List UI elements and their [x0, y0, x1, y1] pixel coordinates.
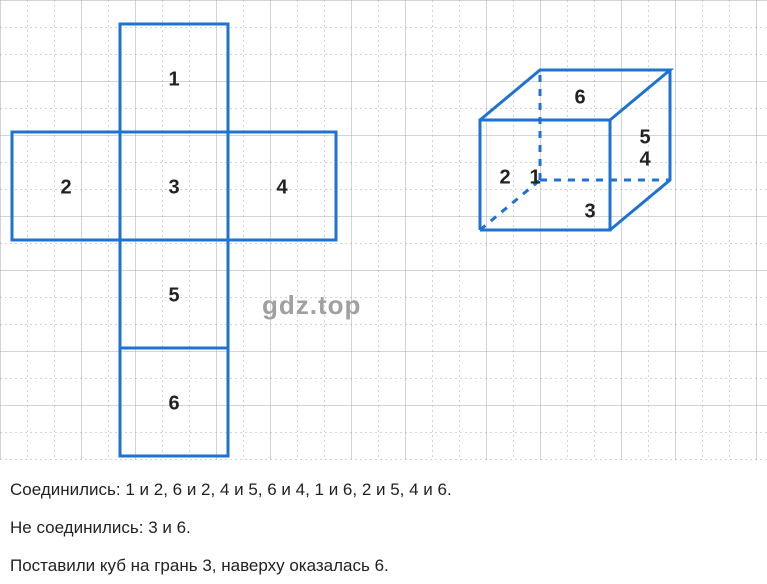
line2-prefix: Не соединились: [10, 518, 148, 537]
text-line-3: Поставили куб на грань 3, наверху оказал… [10, 554, 389, 578]
line3-end: 6. [375, 556, 389, 575]
cube-label-inner: 5 [639, 126, 650, 148]
line3-mid: 3 [202, 556, 211, 575]
net-label-4: 4 [276, 176, 288, 198]
net-label-5: 5 [168, 284, 179, 306]
cube-label-center: 1 [529, 166, 540, 188]
line2-values: 3 и 6. [148, 518, 191, 537]
line1-values: 1 и 2, 6 и 2, 4 и 5, 6 и 4, 1 и 6, 2 и 5… [125, 480, 451, 499]
watermark-text: gdz.top [262, 290, 361, 321]
cube-label-left: 2 [499, 166, 510, 188]
text-line-2: Не соединились: 3 и 6. [10, 516, 191, 540]
line3-suffix: , наверху оказалась [212, 556, 375, 575]
net-label-2: 2 [60, 176, 71, 198]
cube-label-top: 6 [574, 86, 585, 108]
cube-3d: 6 2 1 4 5 3 [440, 50, 700, 280]
net-label-6: 6 [168, 392, 179, 414]
cube-label-right: 4 [639, 148, 651, 170]
net-label-3: 3 [168, 176, 179, 198]
line1-prefix: Соединились: [10, 480, 125, 499]
line3-prefix: Поставили куб на грань [10, 556, 202, 575]
grid-area: 1 2 3 4 5 6 6 2 1 4 5 3 gdz.top [0, 0, 767, 460]
cube-label-bottom: 3 [584, 200, 595, 222]
text-line-1: Соединились: 1 и 2, 6 и 2, 4 и 5, 6 и 4,… [10, 478, 452, 502]
net-label-1: 1 [168, 68, 179, 90]
